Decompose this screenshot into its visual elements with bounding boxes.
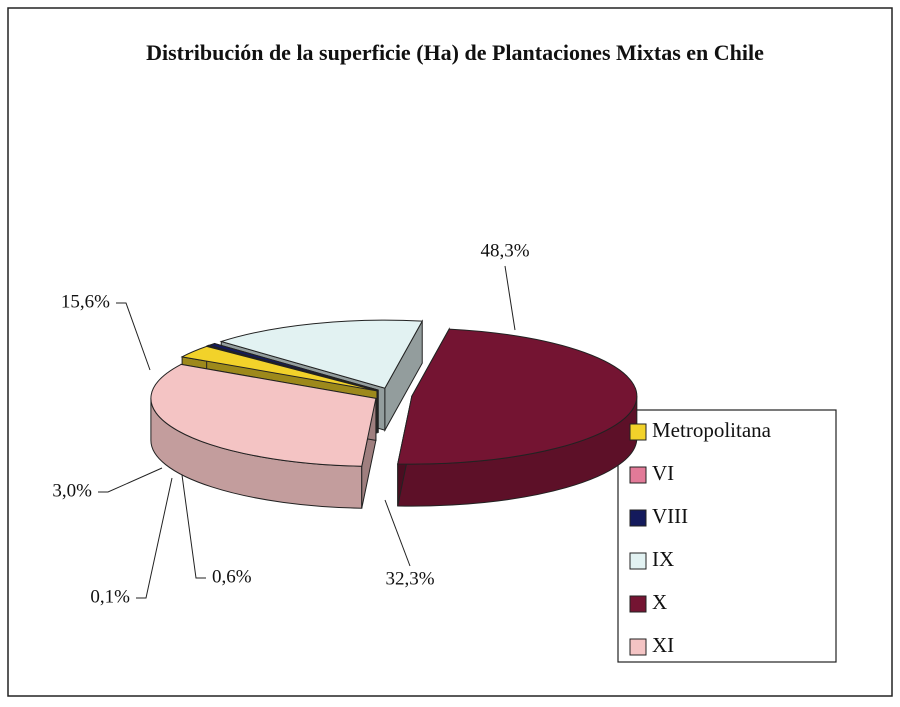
legend-swatch: [629, 638, 647, 656]
leader-line: [136, 477, 173, 599]
data-label: 48,3%: [480, 240, 529, 261]
slice: [150, 363, 377, 467]
leader-line: [181, 474, 206, 579]
legend-swatch: [629, 423, 647, 441]
slice: [180, 345, 378, 392]
legend-label: IX: [652, 547, 674, 571]
data-label: 0,1%: [90, 586, 130, 607]
legend-label: Metropolitana: [652, 418, 772, 442]
leader-line: [504, 265, 516, 331]
leader-line: [98, 467, 163, 493]
leader-line: [116, 302, 151, 371]
slice: [219, 319, 424, 389]
legend-swatch: [629, 595, 647, 613]
legend-swatch: [629, 509, 647, 527]
data-label: 32,3%: [385, 568, 434, 589]
slice: [205, 344, 379, 391]
frame: [7, 7, 893, 697]
legend-label: VIII: [652, 504, 688, 528]
slice: [397, 328, 638, 465]
chart-title: Distribución de la superficie (Ha) de Pl…: [146, 40, 764, 65]
data-label: 15,6%: [61, 291, 110, 312]
leader-line: [384, 499, 411, 567]
data-label: 3,0%: [52, 480, 92, 501]
legend-label: X: [652, 590, 667, 614]
data-label: 0,6%: [212, 566, 252, 587]
legend-box: [617, 409, 837, 663]
legend-swatch: [629, 466, 647, 484]
legend-label: VI: [652, 461, 674, 485]
legend-swatch: [629, 552, 647, 570]
legend-label: XI: [652, 633, 674, 657]
